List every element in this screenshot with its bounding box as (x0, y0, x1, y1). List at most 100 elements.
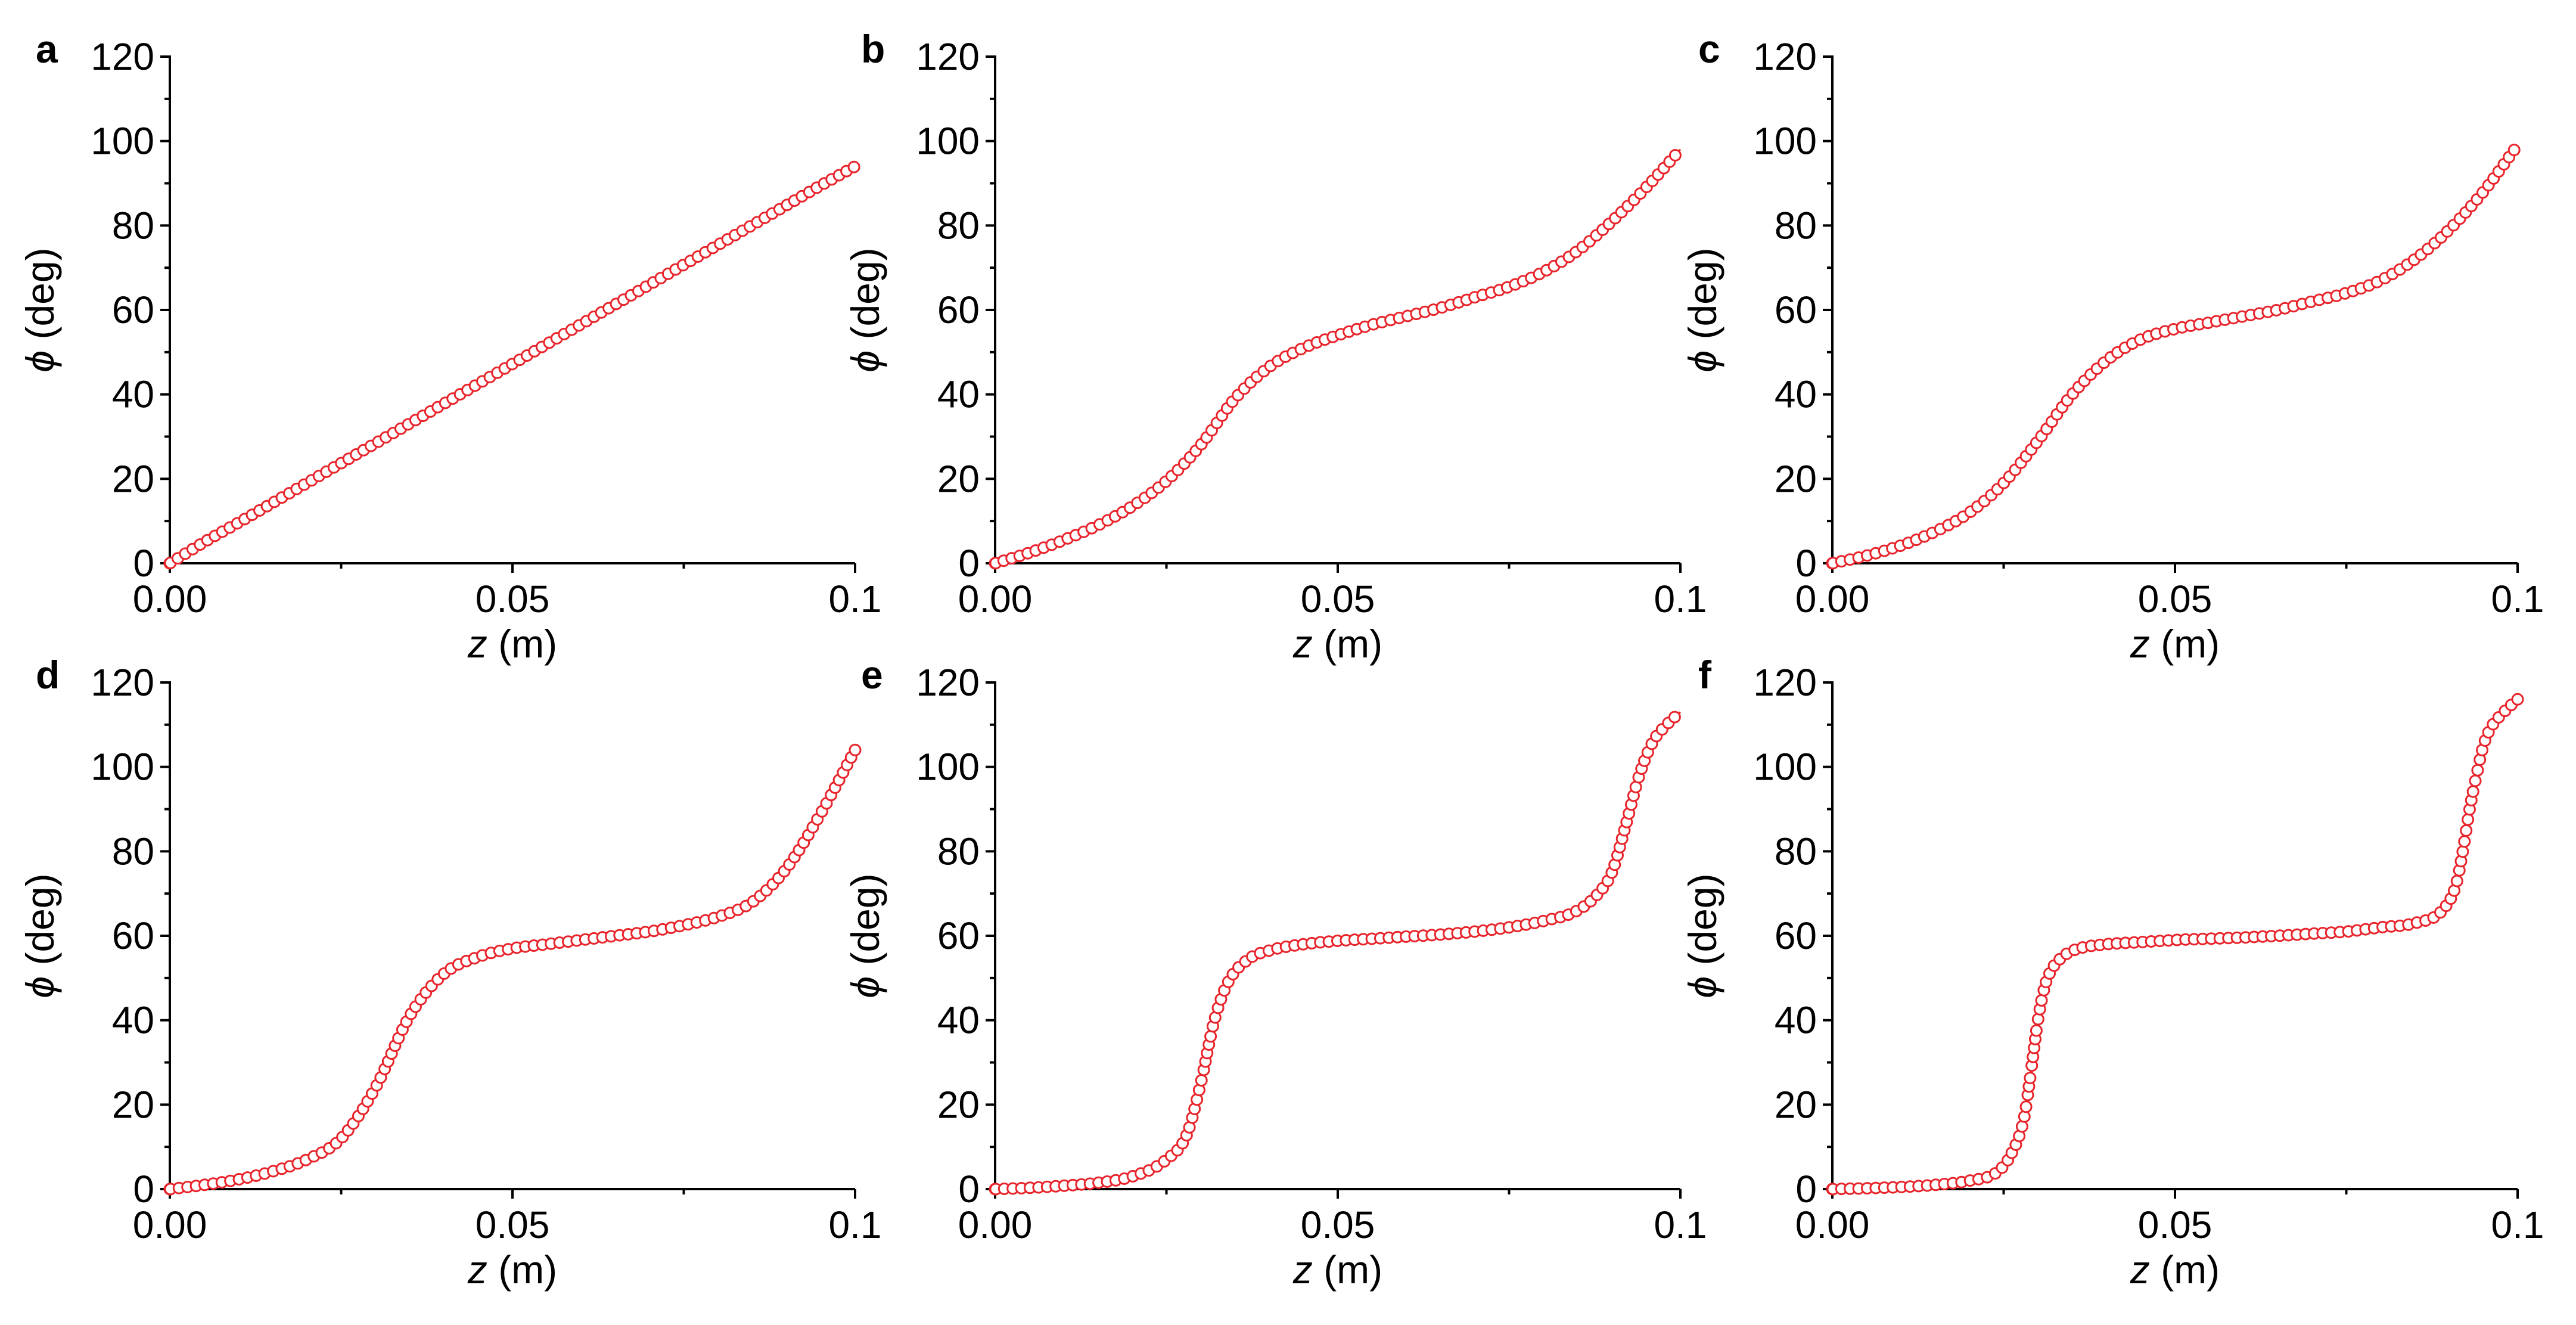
x-axis-title: z (m) (467, 622, 557, 666)
data-point (2456, 845, 2469, 858)
y-axis-unit: (deg) (843, 873, 887, 976)
x-tick-label: 0.05 (2138, 578, 2213, 620)
data-point (1204, 1030, 1217, 1043)
y-axis-title: ϕ (deg) (843, 873, 887, 998)
y-tick-label: 100 (1753, 120, 1817, 163)
data-point (2469, 774, 2482, 787)
data-point (2507, 144, 2521, 157)
x-tick-label: 0.00 (133, 1203, 207, 1246)
y-tick-label: 40 (112, 999, 154, 1042)
series-line (169, 749, 856, 1190)
y-axis-unit: (deg) (1680, 247, 1724, 350)
x-axis-unit: (m) (2150, 622, 2220, 666)
y-axis-title: ϕ (deg) (843, 247, 887, 372)
panel-a: a 0 20 40 60 80 100 120 0.00 0.05 0.1 z (m) ϕ (deg) (18, 27, 881, 666)
data-point (1668, 149, 1682, 162)
y-tick-label: 20 (937, 1083, 980, 1126)
panel-f: f 0 20 40 60 80 100 120 0.00 0.05 0.1 z (m) ϕ (deg) (1680, 653, 2544, 1292)
panel-label: b (861, 27, 885, 71)
series-line (1832, 144, 2519, 564)
y-tick-label: 120 (1753, 661, 1817, 704)
y-tick-label: 0 (1795, 1168, 1817, 1211)
y-tick-label: 40 (1775, 373, 1817, 416)
panel-d: d 0 20 40 60 80 100 120 0.00 0.05 0.1 z (m) ϕ (deg) (18, 653, 881, 1292)
x-axis-symbol: z (2130, 622, 2150, 666)
panel-label: d (36, 653, 60, 697)
data-point (1195, 1074, 1208, 1087)
y-axis-title: ϕ (deg) (1680, 247, 1724, 372)
series-markers (989, 710, 1681, 1196)
x-axis-title: z (m) (2130, 622, 2220, 666)
x-axis-title: z (m) (1292, 1248, 1382, 1292)
y-tick-label: 80 (112, 204, 154, 247)
x-tick-label: 0.1 (2491, 1203, 2544, 1246)
y-tick-label: 80 (937, 204, 980, 247)
y-axis-symbol: ϕ (843, 350, 887, 373)
y-tick-label: 60 (112, 288, 154, 331)
y-axis-unit: (deg) (18, 873, 62, 976)
panel-label: e (861, 653, 883, 697)
y-axis-title: ϕ (deg) (18, 247, 62, 372)
x-axis-symbol: z (2130, 1248, 2150, 1292)
data-point (2031, 1013, 2044, 1026)
data-point (2450, 874, 2463, 888)
y-tick-label: 120 (91, 661, 154, 704)
x-tick-label: 0.1 (1654, 1203, 1707, 1246)
y-tick-label: 60 (937, 288, 980, 331)
x-tick-label: 0.00 (958, 578, 1033, 620)
x-axis-symbol: z (1292, 1248, 1313, 1292)
y-tick-label: 20 (112, 1083, 154, 1126)
data-point (2024, 1072, 2037, 1085)
data-point (847, 160, 860, 173)
y-tick-label: 0 (1795, 542, 1817, 585)
x-axis-symbol: z (1292, 622, 1313, 666)
y-tick-label: 100 (1753, 746, 1817, 789)
data-point (2460, 824, 2473, 837)
y-tick-label: 40 (937, 373, 980, 416)
x-tick-label: 0.05 (1301, 1203, 1375, 1246)
x-tick-label: 0.1 (1654, 578, 1707, 620)
panel-label: f (1698, 653, 1712, 697)
y-tick-label: 100 (916, 746, 980, 789)
data-point (1668, 710, 1681, 724)
y-tick-label: 20 (1775, 457, 1817, 500)
y-tick-label: 0 (133, 1168, 154, 1211)
y-tick-label: 20 (937, 457, 980, 500)
x-axis-unit: (m) (487, 1248, 557, 1292)
y-tick-label: 80 (1775, 830, 1817, 873)
data-point (2462, 813, 2475, 826)
x-tick-label: 0.00 (1795, 1203, 1870, 1246)
y-axis-symbol: ϕ (18, 350, 62, 373)
y-axis-unit: (deg) (843, 247, 887, 350)
x-axis-title: z (m) (1292, 622, 1382, 666)
data-point (2019, 1100, 2033, 1113)
y-axis-symbol: ϕ (843, 976, 887, 998)
series-markers (1826, 693, 2524, 1196)
y-axis-title: ϕ (deg) (18, 873, 62, 998)
series-markers (1826, 144, 2521, 570)
data-point (2471, 764, 2484, 777)
y-tick-label: 40 (1775, 999, 1817, 1042)
data-point (2035, 994, 2048, 1007)
x-tick-label: 0.00 (958, 1203, 1033, 1246)
x-tick-label: 0.1 (829, 1203, 882, 1246)
data-point (2458, 835, 2471, 848)
x-tick-label: 0.00 (1795, 578, 1870, 620)
y-tick-label: 100 (91, 746, 154, 789)
data-point (2018, 1110, 2031, 1123)
panel-e: e 0 20 40 60 80 100 120 0.00 0.05 0.1 z (m) ϕ (deg) (843, 653, 1707, 1292)
x-tick-label: 0.1 (2491, 578, 2544, 620)
y-axis-symbol: ϕ (1680, 350, 1724, 373)
x-tick-label: 0.05 (1301, 578, 1375, 620)
y-tick-label: 20 (112, 457, 154, 500)
y-tick-label: 40 (112, 373, 154, 416)
y-tick-label: 60 (937, 914, 980, 957)
y-tick-label: 120 (916, 35, 980, 78)
y-tick-label: 80 (1775, 204, 1817, 247)
y-tick-label: 120 (916, 661, 980, 704)
series-line (995, 148, 1682, 564)
y-tick-label: 20 (1775, 1083, 1817, 1126)
y-axis-unit: (deg) (1680, 873, 1724, 976)
panel-label: a (36, 27, 58, 71)
y-axis-symbol: ϕ (1680, 976, 1724, 998)
